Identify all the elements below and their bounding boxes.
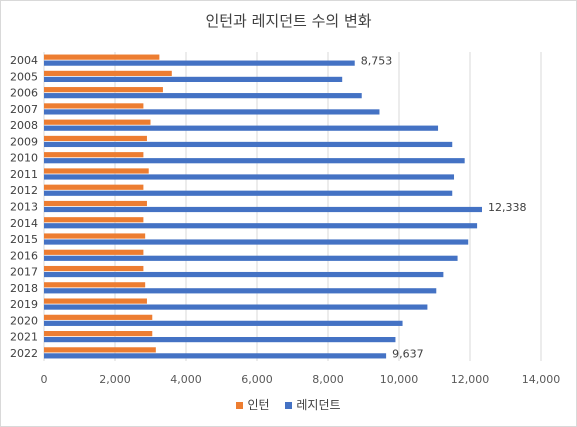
legend-swatch-resident xyxy=(285,402,293,409)
legend: 인턴 레지던트 xyxy=(0,396,577,413)
data-label: 9,637 xyxy=(392,347,424,360)
y-tick-label: 2012 xyxy=(10,184,38,197)
x-tick-label: 12,000 xyxy=(451,373,490,386)
bar-resident xyxy=(44,304,428,310)
y-tick-label: 2008 xyxy=(10,119,38,132)
bar-resident xyxy=(44,109,380,115)
y-tick-label: 2022 xyxy=(10,347,38,360)
bar-intern xyxy=(44,168,149,174)
y-tick-label: 2019 xyxy=(10,298,38,311)
bar-intern xyxy=(44,249,144,255)
bar-resident xyxy=(44,271,444,278)
legend-item-resident: 레지던트 xyxy=(285,396,341,413)
y-tick-label: 2014 xyxy=(10,217,38,230)
legend-swatch-intern xyxy=(236,402,244,409)
x-tick-label: 4,000 xyxy=(170,373,202,386)
x-tick-label: 2,000 xyxy=(99,373,131,386)
chart-title: 인턴과 레지던트 수의 변화 xyxy=(205,12,372,30)
bar-resident xyxy=(44,60,355,66)
x-tick-label: 14,000 xyxy=(522,373,561,386)
x-tick-label: 8,000 xyxy=(312,373,344,386)
legend-item-intern: 인턴 xyxy=(236,396,270,413)
y-tick-label: 2018 xyxy=(10,282,38,295)
y-tick-label: 2004 xyxy=(10,54,38,67)
bar-resident xyxy=(44,206,482,213)
bar-intern xyxy=(44,282,146,288)
bar-resident xyxy=(44,353,387,359)
bar-intern xyxy=(44,298,147,304)
y-tick-label: 2010 xyxy=(10,152,38,165)
legend-label-resident: 레지던트 xyxy=(296,398,341,412)
x-tick-labels: 0 2,000 4,000 6,000 8,000 10,000 12,000 14,000 xyxy=(41,373,561,386)
y-tick-labels: 2004 2005 2006 2007 2008 2009 2010 2011 2012 2013… xyxy=(10,54,38,360)
bar-intern xyxy=(44,70,172,76)
y-tick-label: 2009 xyxy=(10,135,38,148)
bar-resident xyxy=(44,93,362,99)
bar-intern xyxy=(44,217,144,223)
y-tick-label: 2005 xyxy=(10,70,38,83)
bar-intern xyxy=(44,331,153,337)
bar-resident xyxy=(44,125,439,131)
y-tick-label: 2013 xyxy=(10,201,38,214)
y-tick-label: 2006 xyxy=(10,87,38,100)
y-tick-label: 2017 xyxy=(10,266,38,279)
bar-resident xyxy=(44,337,396,343)
y-tick-label: 2015 xyxy=(10,233,38,246)
x-tick-label: 6,000 xyxy=(241,373,273,386)
data-label: 12,338 xyxy=(488,201,527,214)
bar-intern xyxy=(44,233,146,239)
legend-label-intern: 인턴 xyxy=(247,398,270,412)
y-tick-label: 2011 xyxy=(10,168,38,181)
bar-intern xyxy=(44,119,151,125)
bar-resident xyxy=(44,76,343,82)
bar-intern xyxy=(44,152,144,158)
x-tick-label: 0 xyxy=(41,373,48,386)
bar-resident xyxy=(44,190,453,196)
bar-intern xyxy=(44,200,147,207)
bars xyxy=(44,54,482,359)
bar-intern xyxy=(44,314,153,320)
bar-resident xyxy=(44,141,453,148)
y-tick-label: 2021 xyxy=(10,331,38,344)
y-tick-label: 2007 xyxy=(10,103,38,116)
bar-intern xyxy=(44,87,163,93)
bar-resident xyxy=(44,174,455,180)
bar-intern xyxy=(44,135,147,142)
x-tick-label: 10,000 xyxy=(380,373,419,386)
gridlines xyxy=(43,52,542,361)
bar-intern xyxy=(44,265,144,272)
bar-resident xyxy=(44,239,469,245)
bar-intern xyxy=(44,347,156,353)
bar-resident xyxy=(44,255,458,261)
y-tick-label: 2020 xyxy=(10,314,38,327)
data-label: 8,753 xyxy=(361,55,393,68)
bar-intern xyxy=(44,54,160,60)
bar-resident xyxy=(44,320,403,326)
bar-resident xyxy=(44,158,465,164)
bar-intern xyxy=(44,103,144,109)
bar-resident xyxy=(44,288,437,294)
bar-resident xyxy=(44,223,478,229)
y-tick-label: 2016 xyxy=(10,249,38,262)
data-labels: 8,753 12,338 9,637 xyxy=(361,55,527,361)
bar-intern xyxy=(44,184,144,190)
